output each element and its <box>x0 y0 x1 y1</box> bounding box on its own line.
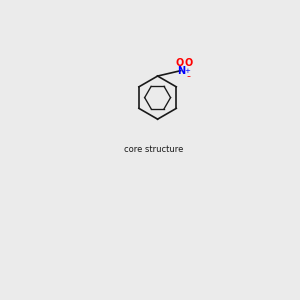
Text: N: N <box>177 66 185 76</box>
Text: -: - <box>186 71 191 81</box>
Text: +: + <box>184 68 190 74</box>
Text: O: O <box>175 58 183 68</box>
Text: core structure: core structure <box>124 145 183 154</box>
Text: O: O <box>184 58 193 68</box>
